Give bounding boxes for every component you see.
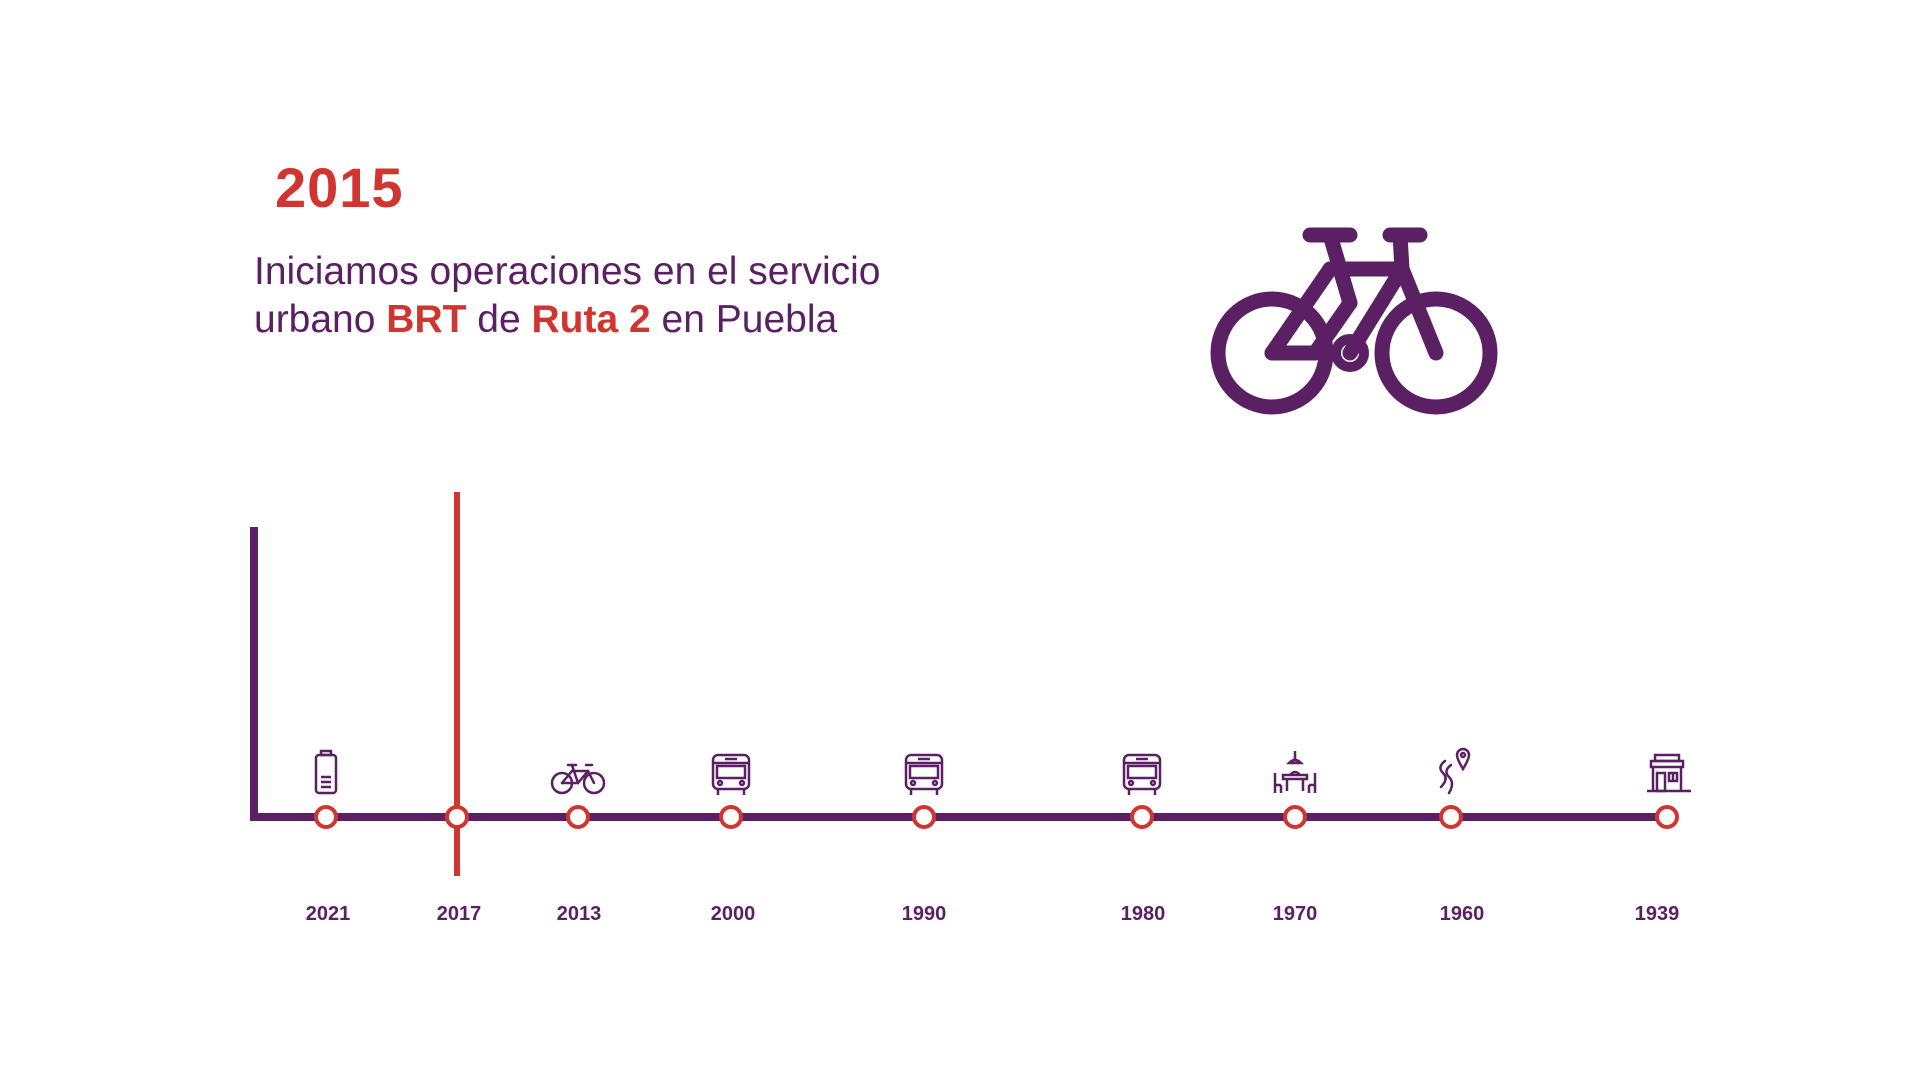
route-pin-icon [1421, 745, 1481, 805]
timeline-marker-1980[interactable] [1130, 805, 1154, 829]
timeline-marker-2021[interactable] [314, 805, 338, 829]
description-highlight-brt: BRT [386, 298, 467, 341]
year-label-1960[interactable]: 1960 [1439, 903, 1485, 925]
bus-icon [894, 745, 954, 805]
timeline-marker-2017[interactable] [445, 805, 469, 829]
timeline-marker-1970[interactable] [1283, 805, 1307, 829]
bicycle-icon [548, 745, 608, 805]
year-label-2000[interactable]: 2000 [710, 903, 756, 925]
timeline-marker-2000[interactable] [719, 805, 743, 829]
description-highlight-ruta: Ruta 2 [531, 298, 651, 341]
timeline-marker-1990[interactable] [912, 805, 936, 829]
year-label-2021[interactable]: 2021 [305, 903, 351, 925]
battery-icon [296, 745, 356, 805]
featured-description: Iniciamos operaciones en el servicio urb… [254, 248, 974, 344]
timeline-marker-1960[interactable] [1439, 805, 1463, 829]
featured-year: 2015 [275, 156, 404, 219]
year-label-1990[interactable]: 1990 [901, 903, 947, 925]
description-text-3: en Puebla [650, 298, 838, 341]
description-text-2: de [466, 298, 532, 341]
year-label-1970[interactable]: 1970 [1272, 903, 1318, 925]
storefront-icon [1637, 745, 1697, 805]
year-label-1939[interactable]: 1939 [1634, 903, 1680, 925]
description-text-1: Iniciamos operaciones en el servicio urb… [254, 250, 881, 341]
dining-table-icon [1265, 745, 1325, 805]
year-label-1980[interactable]: 1980 [1120, 903, 1166, 925]
year-label-2013[interactable]: 2013 [556, 903, 602, 925]
bicycle-icon [1210, 227, 1498, 415]
bus-icon [701, 745, 761, 805]
year-label-2017[interactable]: 2017 [436, 903, 482, 925]
timeline-marker-2013[interactable] [566, 805, 590, 829]
bus-icon [1112, 745, 1172, 805]
timeline-axis [250, 527, 1672, 821]
timeline-marker-1939[interactable] [1655, 805, 1679, 829]
